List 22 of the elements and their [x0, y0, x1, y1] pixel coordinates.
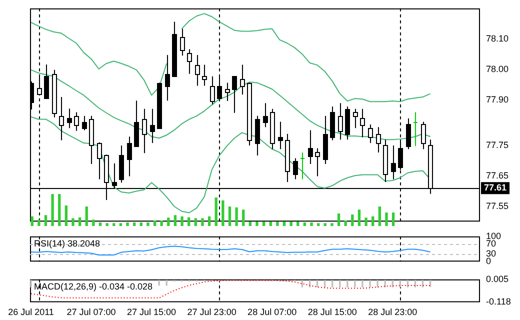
x-tick-label: 26 Jul 2011: [8, 307, 54, 318]
chart-title: RSI(14) 38.2048: [34, 238, 100, 248]
y-tick-label: 77.75: [486, 140, 509, 150]
x-tick-label: 27 Jul 15:00: [127, 307, 176, 318]
ref-line-label: 77.61: [484, 182, 507, 193]
x-tick-label: 28 Jul 23:00: [368, 307, 418, 318]
y-tick-label: 78.00: [486, 64, 509, 74]
y-tick-label: -0.118: [486, 296, 511, 307]
y-tick-label: 70: [486, 238, 496, 248]
chart-title: MACD(12,26,9) -0.034 -0.028: [34, 281, 153, 292]
y-tick-label: 77.65: [486, 170, 509, 180]
x-tick-label: 28 Jul 07:00: [248, 307, 297, 318]
x-tick-label: 27 Jul 07:00: [66, 307, 116, 318]
x-tick-label: 27 Jul 23:00: [187, 307, 236, 318]
y-tick-label: 77.55: [486, 200, 509, 211]
y-tick-label: 30: [486, 248, 496, 259]
y-tick-label: 100: [486, 230, 502, 241]
x-tick-label: 28 Jul 15:00: [308, 307, 357, 318]
y-tick-label: 0.005: [486, 274, 509, 284]
y-tick-label: 78.10: [486, 33, 509, 44]
y-tick-label: 77.90: [486, 94, 509, 104]
y-tick-label: 0: [486, 256, 492, 266]
